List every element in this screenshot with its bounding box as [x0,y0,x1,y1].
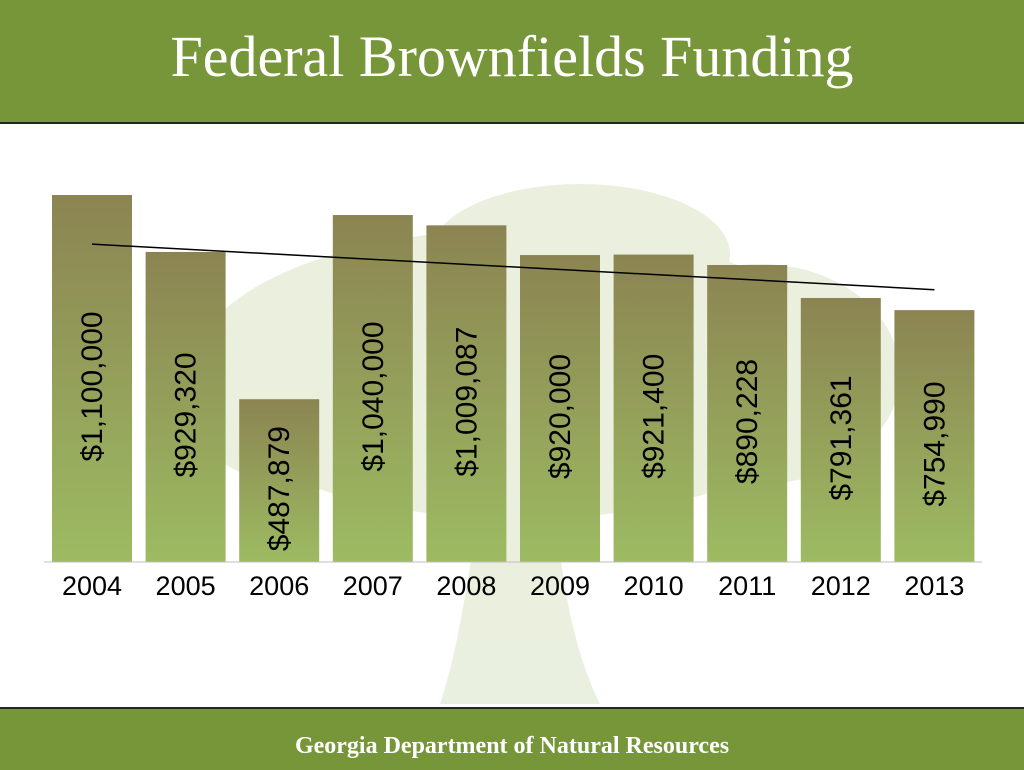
data-label-2012: $791,361 [825,375,858,500]
bar-2010 [613,254,694,562]
x-tick-label-2004: 2004 [62,571,122,601]
x-tick-label-2010: 2010 [624,571,684,601]
data-label-2011: $890,228 [731,359,764,484]
footer-banner: Georgia Department of Natural Resources [0,707,1024,770]
slide-title: Federal Brownfields Funding [170,24,854,89]
bar-2005 [145,251,226,562]
data-label-2013: $754,990 [918,381,951,506]
x-tick-label-2005: 2005 [156,571,216,601]
bars-group [52,195,975,562]
bar-2012 [800,297,881,562]
x-tick-label-2012: 2012 [811,571,871,601]
bar-2006 [239,399,320,562]
x-tick-label-2009: 2009 [530,571,590,601]
bar-2004 [52,195,132,562]
data-label-2004: $1,100,000 [76,311,109,461]
data-label-2005: $929,320 [170,352,203,477]
x-tick-label-2007: 2007 [343,571,403,601]
x-tick-label-2006: 2006 [249,571,309,601]
trendline [91,243,935,291]
data-label-2008: $1,009,087 [450,327,483,477]
x-tick-labels-group: 2004 2005 2006 2007 2008 2009 2010 2011 2012 2013 [62,571,964,601]
x-tick-label-2011: 2011 [718,571,776,601]
title-banner: Federal Brownfields Funding [0,0,1024,124]
data-label-2009: $920,000 [544,354,577,479]
bar-2013 [894,310,975,562]
bar-chart: $1,100,000 $929,320 $487,879 $1,040,000 $1,0… [44,184,982,704]
data-label-2006: $487,879 [263,426,296,551]
data-label-2007: $1,040,000 [357,321,390,471]
bar-2008 [426,225,507,562]
x-tick-label-2013: 2013 [904,571,964,601]
bar-2011 [707,264,788,562]
data-label-2010: $921,400 [638,354,671,479]
data-labels-group: $1,100,000 $929,320 $487,879 $1,040,000 $1,0… [76,311,951,551]
bar-2009 [520,255,600,562]
x-tick-label-2008: 2008 [436,571,496,601]
footer-text: Georgia Department of Natural Resources [294,733,730,759]
bar-2007 [332,215,413,562]
